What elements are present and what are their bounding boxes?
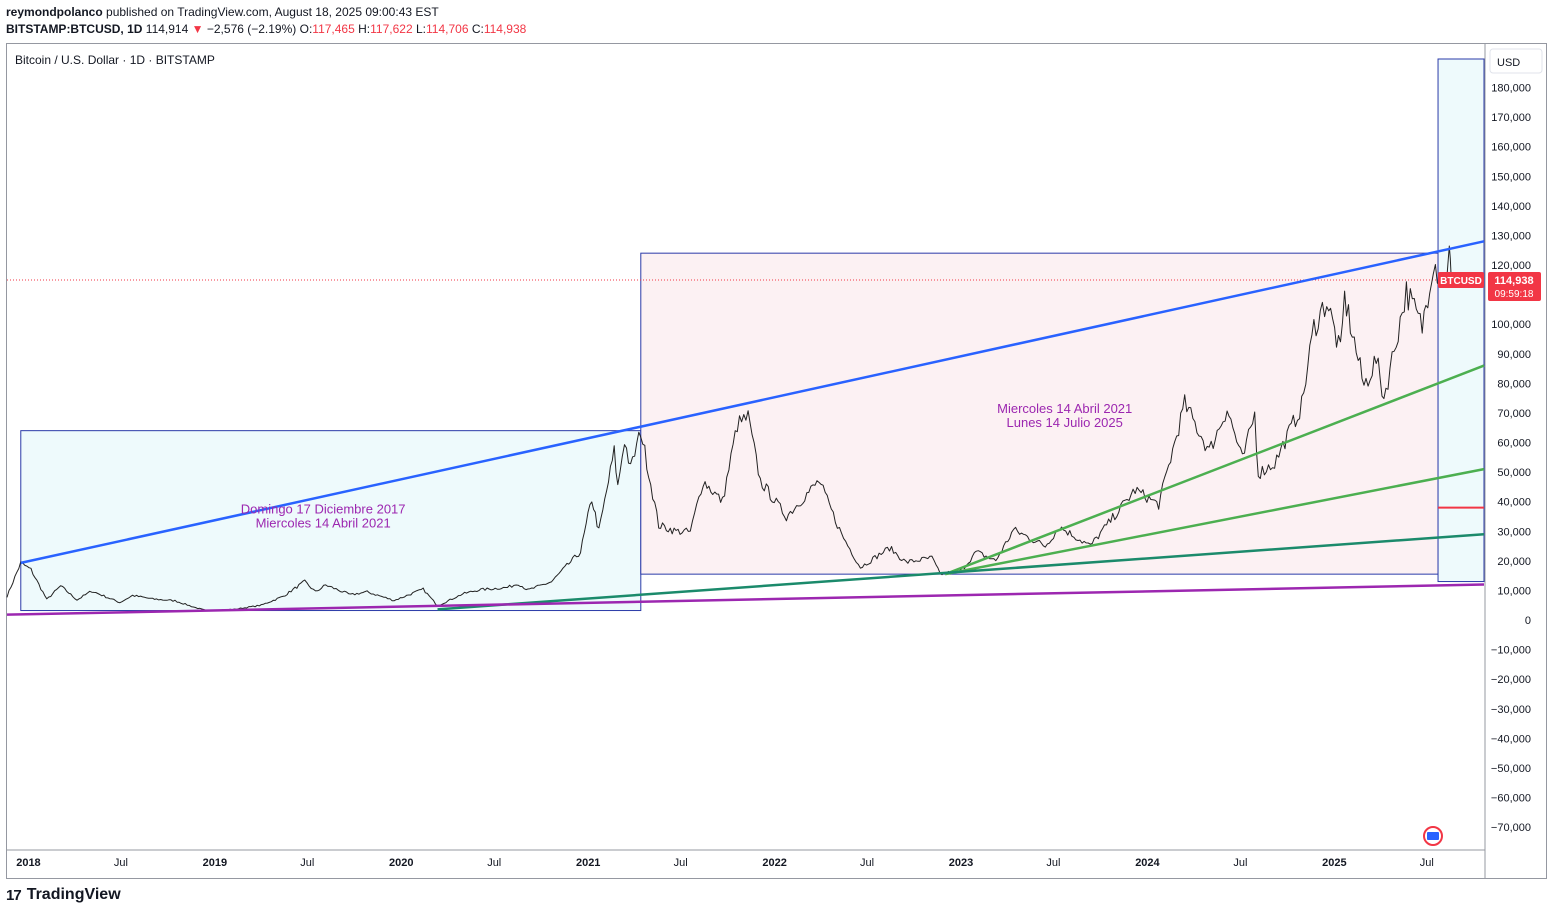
tradingview-logo-icon: 17 <box>6 886 22 904</box>
x-tick-label: 2024 <box>1135 857 1160 869</box>
btc-price-line <box>6 245 1452 612</box>
publisher-name[interactable]: reymondpolanco <box>6 5 103 19</box>
y-tick-label: −20,000 <box>1491 674 1531 686</box>
x-tick-label: 2025 <box>1322 857 1346 869</box>
y-tick-label: 140,000 <box>1491 201 1531 213</box>
x-tick-label: 2023 <box>949 857 973 869</box>
trendline-4 <box>437 532 1485 611</box>
y-tick-label: 90,000 <box>1497 349 1531 361</box>
date-range-boxes <box>20 58 1485 612</box>
y-tick-label: 60,000 <box>1497 438 1531 450</box>
x-tick-label: Jul <box>860 857 874 869</box>
last-price: 114,914 <box>145 22 189 36</box>
y-tick-label: 100,000 <box>1491 319 1531 331</box>
x-tick-label: 2019 <box>203 857 227 869</box>
y-tick-label: −50,000 <box>1491 763 1531 775</box>
symbol-label: BITSTAMP:BTCUSD, 1D <box>6 22 143 36</box>
chart-header: reymondpolanco published on TradingView.… <box>6 4 526 38</box>
time-axis: 2018 Jul 2019 Jul 2020 Jul 2021 Jul 2022 Jul 2023 J… <box>7 849 1485 869</box>
change-down-icon: ▼ <box>191 22 204 36</box>
symbol-legend[interactable]: Bitcoin / U.S. Dollar · 1D · BITSTAMP <box>15 53 215 67</box>
open-label: O: <box>299 22 313 36</box>
y-tick-label: 10,000 <box>1497 585 1531 597</box>
trendline-1 <box>20 240 1485 565</box>
high-value: 117,622 <box>370 22 413 36</box>
trendline-5 <box>6 583 1485 616</box>
x-tick-label: Jul <box>487 857 501 869</box>
y-tick-label: 20,000 <box>1497 556 1531 568</box>
x-tick-label: Jul <box>1233 857 1247 869</box>
x-tick-label: Jul <box>674 857 688 869</box>
y-tick-label: −60,000 <box>1491 793 1531 805</box>
y-tick-label: −40,000 <box>1491 733 1531 745</box>
publish-line: reymondpolanco published on TradingView.… <box>6 4 526 21</box>
x-tick-label: Jul <box>114 857 128 869</box>
publish-info: published on TradingView.com, August 18,… <box>106 5 439 19</box>
date-range-box-1 <box>20 430 642 612</box>
x-tick-label: Jul <box>300 857 314 869</box>
low-value: 114,706 <box>426 22 469 36</box>
x-tick-label: 2018 <box>16 857 40 869</box>
annotation-line: Lunes 14 Julio 2025 <box>1007 415 1123 430</box>
y-tick-label: 0 <box>1525 615 1531 627</box>
price-series <box>6 245 1452 612</box>
y-tick-label: 40,000 <box>1497 497 1531 509</box>
y-tick-label: 70,000 <box>1497 408 1531 420</box>
low-label: L: <box>415 22 426 36</box>
y-tick-label: 130,000 <box>1491 230 1531 242</box>
trendline-2 <box>944 364 1485 576</box>
ohlc-line: BITSTAMP:BTCUSD, 1D 114,914 ▼ −2,576 (−2… <box>6 21 526 38</box>
price-tag-countdown: 09:59:18 <box>1495 289 1534 300</box>
y-tick-label: 120,000 <box>1491 260 1531 272</box>
x-tick-label: 2020 <box>389 857 413 869</box>
y-tick-label: −10,000 <box>1491 645 1531 657</box>
open-value: 117,465 <box>312 22 355 36</box>
x-tick-label: 2022 <box>762 857 786 869</box>
annotation-1: Domingo 17 Diciembre 2017 Miercoles 14 Ab… <box>241 502 406 531</box>
y-tick-label: 30,000 <box>1497 526 1531 538</box>
price-tag-value: 114,938 <box>1494 275 1533 287</box>
price-axis: USD 180,000 170,000 160,000 150,000 140,000 13… <box>1484 44 1543 878</box>
y-tick-label: −30,000 <box>1491 704 1531 716</box>
y-tick-label: 80,000 <box>1497 378 1531 390</box>
annotations: Domingo 17 Diciembre 2017 Miercoles 14 Ab… <box>241 401 1133 531</box>
trendlines <box>6 240 1485 616</box>
chart-frame[interactable] <box>6 43 1547 879</box>
annotation-line: Miercoles 14 Abril 2021 <box>997 401 1132 416</box>
trendline-3 <box>944 467 1485 576</box>
x-tick-label: Jul <box>1420 857 1434 869</box>
high-label: H: <box>358 22 371 36</box>
close-label: C: <box>471 22 484 36</box>
x-tick-label: Jul <box>1046 857 1060 869</box>
annotation-line: Domingo 17 Diciembre 2017 <box>241 502 406 517</box>
last-price-tag: BTCUSD 114,938 09:59:18 <box>1423 271 1541 846</box>
date-range-box-3 <box>1437 58 1485 583</box>
y-tick-label: 50,000 <box>1497 467 1531 479</box>
close-value: 114,938 <box>483 22 527 36</box>
x-tick-label: 2021 <box>576 857 600 869</box>
price-change: −2,576 (−2.19%) <box>206 22 297 36</box>
y-tick-label: 160,000 <box>1491 142 1531 154</box>
currency-box <box>1489 48 1543 74</box>
events-flag-icon-inner <box>1427 832 1439 840</box>
tradingview-brand: TradingView <box>26 886 121 903</box>
annotation-line: Miercoles 14 Abril 2021 <box>256 516 391 531</box>
y-tick-label: 150,000 <box>1491 171 1531 183</box>
y-tick-label: 180,000 <box>1491 83 1531 95</box>
price-tag <box>1488 271 1541 301</box>
symbol-tag-text: BTCUSD <box>1440 276 1482 287</box>
symbol-tag <box>1438 271 1484 288</box>
tradingview-logo[interactable]: 17 TradingView <box>6 886 121 904</box>
y-tick-label: 170,000 <box>1491 112 1531 124</box>
y-tick-label: −70,000 <box>1491 822 1531 834</box>
date-range-box-2 <box>640 252 1439 575</box>
currency-label: USD <box>1497 57 1520 69</box>
annotation-2: Miercoles 14 Abril 2021 Lunes 14 Julio 20… <box>997 401 1132 430</box>
